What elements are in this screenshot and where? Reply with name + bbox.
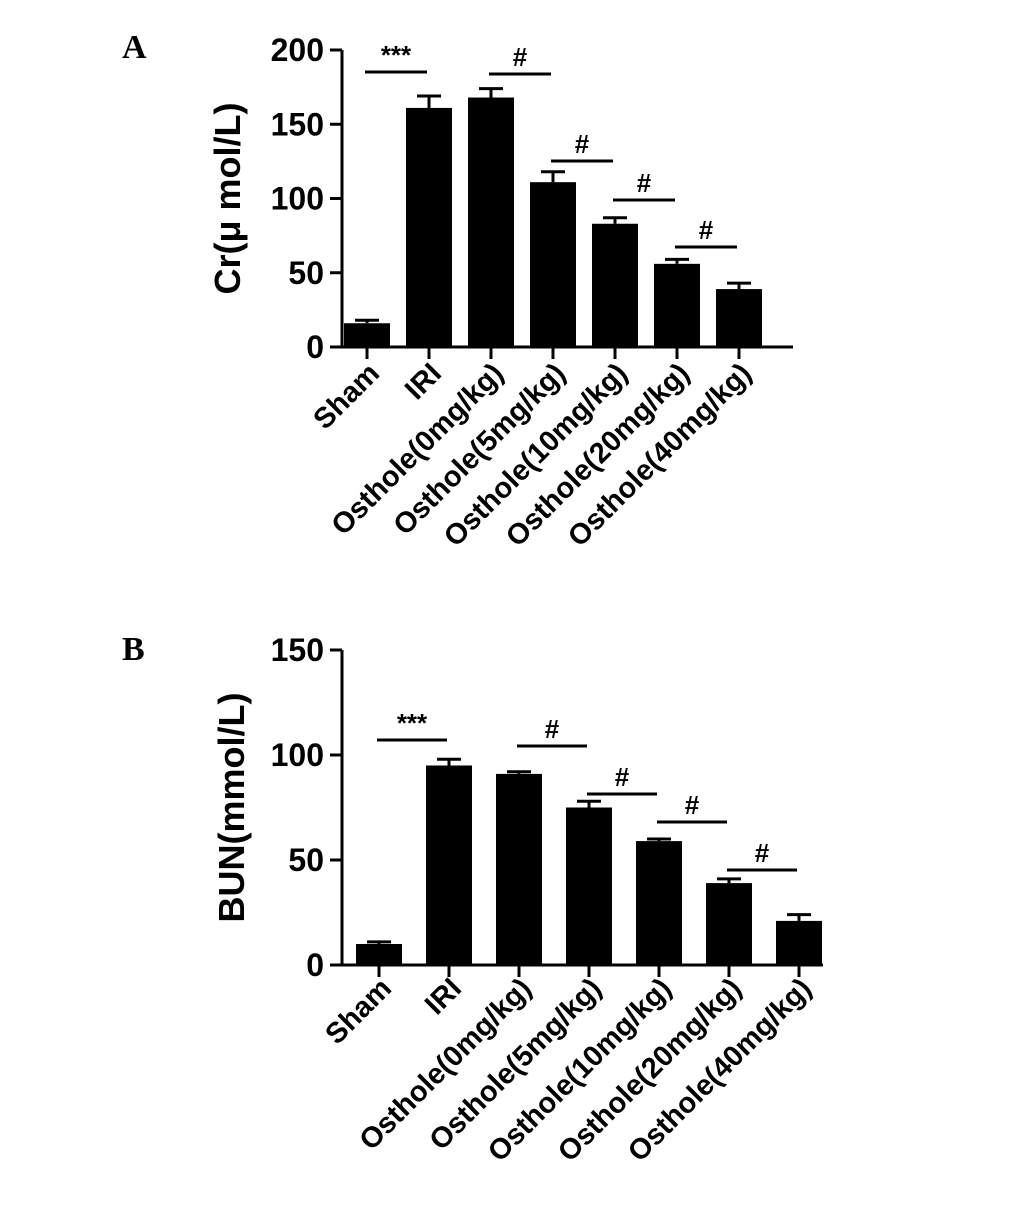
bar: [426, 765, 472, 965]
y-tick-label: 50: [288, 255, 324, 291]
significance-label: #: [699, 215, 714, 245]
bar: [468, 97, 514, 348]
bar: [776, 920, 822, 965]
bar: [356, 944, 402, 965]
y-tick-label: 0: [306, 947, 324, 983]
bar: [716, 289, 762, 347]
x-tick-label: Sham: [319, 972, 397, 1050]
y-tick-label: 150: [271, 106, 324, 142]
bar: [566, 807, 612, 965]
y-tick-label: 200: [271, 32, 324, 68]
y-axis-title: Cr(μ mol/L): [207, 102, 248, 294]
significance-label: #: [545, 714, 560, 744]
significance-label: #: [615, 762, 630, 792]
x-tick-label: Sham: [307, 357, 385, 435]
y-tick-label: 100: [271, 737, 324, 773]
y-axis-title: BUN(mmol/L): [211, 693, 252, 923]
panel-label: B: [122, 631, 145, 668]
panel-label: A: [122, 29, 147, 66]
significance-label: ***: [397, 708, 428, 738]
y-tick-label: 0: [306, 329, 324, 365]
bar: [636, 841, 682, 965]
significance-label: #: [637, 168, 652, 198]
x-tick-label: IRI: [419, 972, 468, 1021]
bar: [344, 323, 390, 347]
bar: [654, 263, 700, 347]
y-tick-label: 50: [288, 842, 324, 878]
significance-label: #: [513, 42, 528, 72]
x-tick-label: IRI: [399, 357, 448, 406]
significance-label: ***: [381, 40, 412, 70]
bar: [530, 182, 576, 347]
y-tick-label: 100: [271, 181, 324, 217]
significance-label: #: [575, 129, 590, 159]
significance-label: #: [755, 838, 770, 868]
y-tick-label: 150: [271, 632, 324, 668]
bar: [406, 107, 452, 347]
bar: [496, 773, 542, 965]
bar: [592, 223, 638, 347]
bar: [706, 883, 752, 965]
significance-label: #: [685, 790, 700, 820]
